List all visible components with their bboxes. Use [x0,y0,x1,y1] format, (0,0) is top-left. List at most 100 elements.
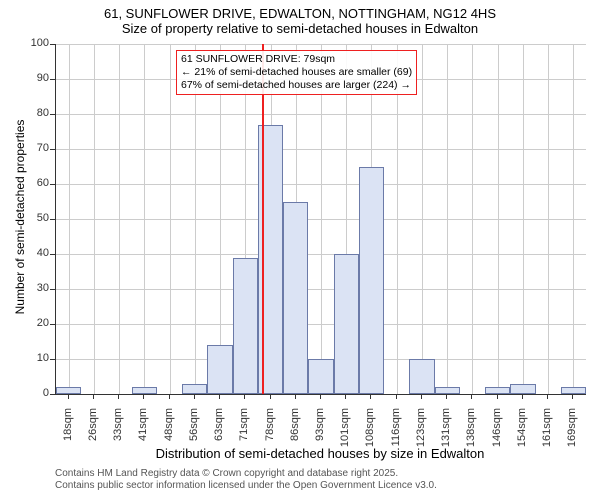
y-tick-label: 20 [23,317,49,329]
x-tick-label: 116sqm [390,408,402,458]
x-tick-label: 18sqm [62,408,74,458]
x-tick-mark [421,394,422,399]
gridline-v [422,44,423,394]
gridline-v [472,44,473,394]
x-tick-mark [219,394,220,399]
attribution-line1: Contains HM Land Registry data © Crown c… [55,468,437,480]
x-tick-label: 41sqm [137,408,149,458]
y-tick-mark [50,324,55,325]
annotation-line: 67% of semi-detached houses are larger (… [181,79,412,92]
x-tick-label: 123sqm [415,408,427,458]
chart-title-line2: Size of property relative to semi-detach… [0,21,600,36]
chart-title-line1: 61, SUNFLOWER DRIVE, EDWALTON, NOTTINGHA… [0,0,600,21]
x-tick-mark [143,394,144,399]
x-tick-label: 146sqm [491,408,503,458]
y-tick-mark [50,44,55,45]
x-tick-label: 161sqm [541,408,553,458]
gridline-v [170,44,171,394]
x-tick-label: 56sqm [188,408,200,458]
y-tick-mark [50,254,55,255]
x-tick-mark [446,394,447,399]
y-tick-label: 40 [23,247,49,259]
x-tick-label: 131sqm [440,408,452,458]
annotation-line: ← 21% of semi-detached houses are smalle… [181,66,412,79]
y-tick-label: 0 [23,387,49,399]
histogram-bar [409,359,434,394]
x-tick-label: 93sqm [314,408,326,458]
x-tick-label: 101sqm [339,408,351,458]
histogram-bar [308,359,333,394]
chart-container: 61, SUNFLOWER DRIVE, EDWALTON, NOTTINGHA… [0,0,600,500]
histogram-bar [510,384,535,395]
x-tick-mark [295,394,296,399]
x-tick-mark [320,394,321,399]
gridline-v [573,44,574,394]
histogram-bar [334,254,359,394]
y-tick-mark [50,359,55,360]
y-tick-mark [50,394,55,395]
y-tick-label: 60 [23,177,49,189]
x-tick-label: 169sqm [566,408,578,458]
gridline-v [397,44,398,394]
histogram-bar [132,387,157,394]
y-tick-mark [50,149,55,150]
annotation-line: 61 SUNFLOWER DRIVE: 79sqm [181,53,412,66]
x-tick-mark [118,394,119,399]
y-tick-mark [50,79,55,80]
y-tick-label: 90 [23,72,49,84]
x-tick-mark [471,394,472,399]
x-tick-mark [547,394,548,399]
x-tick-mark [370,394,371,399]
x-tick-label: 33sqm [112,408,124,458]
histogram-bar [561,387,586,394]
y-tick-label: 70 [23,142,49,154]
y-tick-mark [50,219,55,220]
x-tick-mark [572,394,573,399]
x-tick-mark [345,394,346,399]
x-tick-label: 48sqm [163,408,175,458]
y-tick-mark [50,114,55,115]
histogram-bar [485,387,510,394]
x-tick-mark [93,394,94,399]
reference-line [262,44,264,394]
x-tick-label: 86sqm [289,408,301,458]
histogram-bar [283,202,308,395]
x-tick-label: 138sqm [465,408,477,458]
x-tick-mark [244,394,245,399]
x-tick-label: 63sqm [213,408,225,458]
attribution-line2: Contains public sector information licen… [55,480,437,492]
histogram-bar [359,167,384,395]
annotation-box: 61 SUNFLOWER DRIVE: 79sqm← 21% of semi-d… [176,50,417,95]
x-tick-mark [270,394,271,399]
x-tick-mark [497,394,498,399]
x-tick-label: 154sqm [516,408,528,458]
gridline-v [523,44,524,394]
histogram-bar [233,258,258,395]
x-tick-mark [169,394,170,399]
y-tick-mark [50,184,55,185]
histogram-bar [435,387,460,394]
x-tick-mark [396,394,397,399]
x-tick-label: 108sqm [364,408,376,458]
y-tick-label: 50 [23,212,49,224]
x-tick-label: 71sqm [238,408,250,458]
x-tick-mark [522,394,523,399]
y-tick-label: 100 [23,37,49,49]
gridline-v [447,44,448,394]
gridline-v [69,44,70,394]
plot-area: 61 SUNFLOWER DRIVE: 79sqm← 21% of semi-d… [55,44,586,395]
x-tick-mark [68,394,69,399]
gridline-v [220,44,221,394]
attribution-text: Contains HM Land Registry data © Crown c… [55,468,437,492]
x-tick-mark [194,394,195,399]
gridline-v [144,44,145,394]
histogram-bar [207,345,232,394]
y-tick-label: 80 [23,107,49,119]
y-tick-label: 10 [23,352,49,364]
gridline-v [119,44,120,394]
gridline-v [498,44,499,394]
gridline-v [321,44,322,394]
gridline-v [195,44,196,394]
x-tick-label: 78sqm [264,408,276,458]
y-tick-label: 30 [23,282,49,294]
